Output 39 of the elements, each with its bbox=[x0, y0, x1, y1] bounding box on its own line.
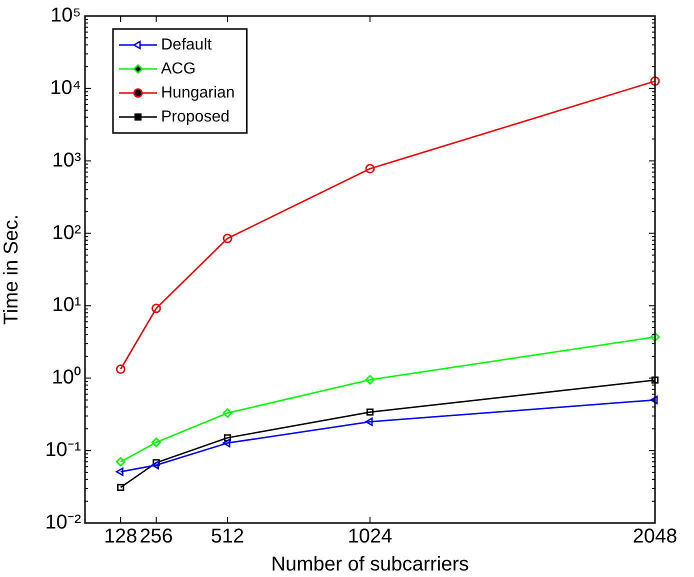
point bbox=[152, 304, 161, 314]
y-tick-label: 10⁻¹ bbox=[45, 439, 82, 462]
y-tick-label: 10⁴ bbox=[50, 76, 81, 99]
point bbox=[152, 459, 160, 466]
y-tick-label: 10³ bbox=[52, 149, 82, 172]
point bbox=[116, 468, 124, 476]
legend-label: Proposed bbox=[161, 108, 230, 126]
x-tick-label: 1024 bbox=[348, 526, 392, 548]
point bbox=[116, 457, 126, 467]
x-tick-label: 2048 bbox=[632, 526, 678, 548]
legend-label: Hungarian bbox=[161, 84, 235, 102]
y-tick-label: 10¹ bbox=[52, 294, 82, 316]
point bbox=[152, 460, 159, 470]
x-axis-title: Number of subcarriers bbox=[271, 554, 469, 576]
legend-label: Default bbox=[161, 36, 212, 54]
y-tick-label: 10⁵ bbox=[50, 4, 81, 27]
y-tick-label: 10⁻² bbox=[45, 512, 82, 534]
x-tick-label: 256 bbox=[140, 526, 173, 548]
point bbox=[222, 234, 232, 244]
legend-label: ACG bbox=[161, 60, 196, 78]
y-axis-title: Time in Sec. bbox=[0, 214, 23, 325]
point bbox=[365, 375, 375, 385]
point bbox=[117, 484, 124, 491]
point bbox=[366, 408, 374, 416]
x-tick-label: 512 bbox=[210, 526, 244, 548]
point bbox=[116, 364, 126, 374]
point bbox=[222, 408, 232, 418]
point bbox=[650, 76, 660, 86]
point bbox=[651, 376, 659, 384]
point bbox=[365, 418, 373, 426]
point bbox=[224, 434, 232, 442]
x-tick-label: 128 bbox=[104, 526, 138, 548]
point bbox=[152, 438, 161, 448]
y-tick-label: 10² bbox=[52, 222, 82, 244]
point bbox=[650, 332, 660, 342]
point bbox=[365, 164, 375, 174]
y-tick-label: 10⁰ bbox=[52, 366, 81, 389]
point bbox=[222, 438, 230, 448]
point bbox=[650, 396, 658, 404]
